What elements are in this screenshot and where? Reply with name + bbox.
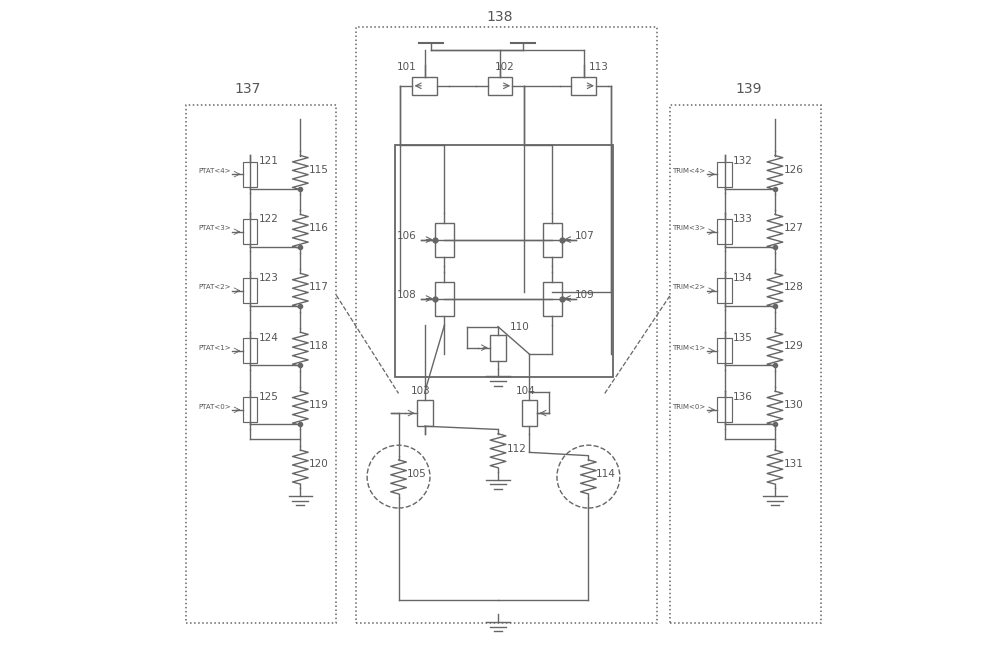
Text: 110: 110 [510, 321, 530, 332]
Text: TRIM<3>: TRIM<3> [672, 226, 706, 232]
Text: 136: 136 [733, 392, 753, 401]
Bar [717, 219, 732, 244]
Text: 113: 113 [589, 62, 609, 72]
Text: 117: 117 [309, 283, 329, 293]
Text: 130: 130 [783, 400, 803, 410]
Text: 104: 104 [516, 386, 535, 396]
Text: 137: 137 [235, 82, 261, 96]
Bar [571, 77, 596, 95]
Text: 125: 125 [258, 392, 278, 401]
Bar [435, 222, 454, 256]
Bar [717, 278, 732, 303]
Text: 120: 120 [309, 459, 329, 469]
Text: 118: 118 [309, 341, 329, 352]
Text: TRIM<1>: TRIM<1> [672, 344, 706, 351]
Bar [243, 338, 257, 363]
Text: 139: 139 [736, 82, 762, 96]
Text: 114: 114 [596, 469, 616, 479]
Bar [243, 219, 257, 244]
Text: PTAT<3>: PTAT<3> [198, 226, 231, 232]
Text: 126: 126 [783, 165, 803, 174]
Text: 129: 129 [783, 341, 803, 352]
Text: PTAT<1>: PTAT<1> [198, 344, 231, 351]
Bar [395, 145, 613, 377]
Bar [490, 335, 506, 361]
Bar [186, 106, 336, 623]
Text: TRIM<2>: TRIM<2> [672, 285, 706, 291]
Text: 106: 106 [397, 232, 417, 241]
Text: PTAT<0>: PTAT<0> [198, 403, 231, 409]
Text: 128: 128 [783, 283, 803, 293]
Bar [717, 338, 732, 363]
Text: 119: 119 [309, 400, 329, 410]
Text: 134: 134 [733, 273, 753, 283]
Text: 115: 115 [309, 165, 329, 174]
Bar [670, 106, 821, 623]
Text: 112: 112 [507, 444, 527, 454]
Bar [435, 281, 454, 316]
Text: 124: 124 [258, 333, 278, 343]
Bar [522, 400, 537, 426]
Text: 107: 107 [575, 232, 594, 241]
Bar [717, 162, 732, 186]
Text: TRIM<0>: TRIM<0> [672, 403, 706, 409]
Text: TRIM<4>: TRIM<4> [672, 168, 706, 174]
Bar [243, 162, 257, 186]
Text: 135: 135 [733, 333, 753, 343]
Text: PTAT<2>: PTAT<2> [198, 285, 231, 291]
Text: 133: 133 [733, 214, 753, 224]
Bar [356, 27, 657, 623]
Bar [488, 77, 512, 95]
Text: 101: 101 [397, 62, 417, 72]
Text: 105: 105 [406, 469, 426, 479]
Bar [717, 398, 732, 422]
Bar [243, 398, 257, 422]
Bar [543, 281, 562, 316]
Text: 138: 138 [487, 10, 513, 24]
Text: PTAT<4>: PTAT<4> [198, 168, 231, 174]
Text: 123: 123 [258, 273, 278, 283]
Text: 102: 102 [495, 62, 515, 72]
Bar [417, 400, 433, 426]
Bar [412, 77, 437, 95]
Text: 132: 132 [733, 156, 753, 166]
Text: 103: 103 [411, 386, 431, 396]
Bar [543, 222, 562, 256]
Bar [243, 278, 257, 303]
Text: 109: 109 [575, 290, 594, 300]
Text: 127: 127 [783, 224, 803, 234]
Text: 121: 121 [258, 156, 278, 166]
Text: 131: 131 [783, 459, 803, 469]
Text: 108: 108 [397, 290, 417, 300]
Text: 116: 116 [309, 224, 329, 234]
Text: 122: 122 [258, 214, 278, 224]
